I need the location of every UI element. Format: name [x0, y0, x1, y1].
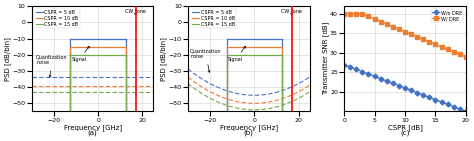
W/ DRE: [354, 13, 359, 15]
W/o DRE: [427, 97, 432, 98]
W/ DRE: [445, 49, 450, 50]
W/o DRE: [463, 111, 469, 112]
W/ DRE: [378, 21, 383, 22]
Y-axis label: PSD [dB/bin]: PSD [dB/bin]: [160, 37, 167, 81]
X-axis label: Frequency [GHz]: Frequency [GHz]: [220, 124, 278, 131]
Text: CW tone: CW tone: [125, 9, 146, 15]
Y-axis label: Transmitter SNR [dB]: Transmitter SNR [dB]: [322, 22, 328, 95]
Y-axis label: PSD [dB/bin]: PSD [dB/bin]: [4, 37, 11, 81]
W/o DRE: [365, 73, 371, 75]
X-axis label: CSPR [dB]: CSPR [dB]: [388, 124, 422, 131]
W/o DRE: [378, 78, 383, 80]
W/o DRE: [439, 101, 445, 103]
Text: Quantization
noise: Quantization noise: [36, 55, 68, 77]
W/o DRE: [341, 64, 347, 66]
X-axis label: Frequency [GHz]: Frequency [GHz]: [64, 124, 122, 131]
Text: (c): (c): [401, 130, 410, 136]
W/ DRE: [420, 38, 426, 40]
W/o DRE: [420, 94, 426, 96]
W/ DRE: [372, 18, 377, 20]
Legend: CSPR = 5 dB, CSPR = 10 dB, CSPR = 15 dB: CSPR = 5 dB, CSPR = 10 dB, CSPR = 15 dB: [191, 9, 236, 28]
W/ DRE: [384, 23, 390, 25]
W/ DRE: [414, 36, 420, 38]
W/ DRE: [433, 43, 438, 45]
W/o DRE: [402, 87, 408, 89]
W/ DRE: [360, 13, 365, 15]
W/o DRE: [451, 106, 456, 108]
W/o DRE: [360, 71, 365, 72]
Text: CW tone: CW tone: [281, 9, 302, 15]
W/ DRE: [347, 13, 353, 15]
W/o DRE: [414, 92, 420, 94]
Text: (a): (a): [88, 130, 98, 136]
W/ DRE: [402, 31, 408, 32]
W/o DRE: [445, 104, 450, 105]
W/ DRE: [451, 51, 456, 53]
W/o DRE: [396, 85, 402, 87]
W/ DRE: [408, 33, 414, 35]
Text: (b): (b): [244, 130, 254, 136]
W/o DRE: [384, 80, 390, 82]
Text: Quantization
noise: Quantization noise: [190, 48, 222, 72]
W/ DRE: [341, 13, 347, 15]
W/ DRE: [463, 56, 469, 58]
W/ DRE: [457, 53, 463, 55]
W/o DRE: [347, 66, 353, 68]
W/ DRE: [427, 41, 432, 43]
Line: W/ DRE: W/ DRE: [342, 12, 468, 59]
W/ DRE: [390, 26, 396, 27]
Text: Signal: Signal: [72, 46, 89, 62]
W/o DRE: [433, 99, 438, 101]
Line: W/o DRE: W/o DRE: [342, 63, 468, 113]
W/o DRE: [390, 82, 396, 84]
W/ DRE: [396, 28, 402, 30]
Legend: CSPR = 5 dB, CSPR = 10 dB, CSPR = 15 dB: CSPR = 5 dB, CSPR = 10 dB, CSPR = 15 dB: [34, 9, 80, 28]
W/o DRE: [354, 69, 359, 70]
W/ DRE: [439, 46, 445, 48]
Legend: W/o DRE, W/ DRE: W/o DRE, W/ DRE: [430, 9, 464, 22]
W/ DRE: [365, 16, 371, 17]
Text: Signal: Signal: [228, 46, 246, 62]
W/o DRE: [372, 76, 377, 77]
W/o DRE: [457, 108, 463, 110]
W/o DRE: [408, 90, 414, 91]
